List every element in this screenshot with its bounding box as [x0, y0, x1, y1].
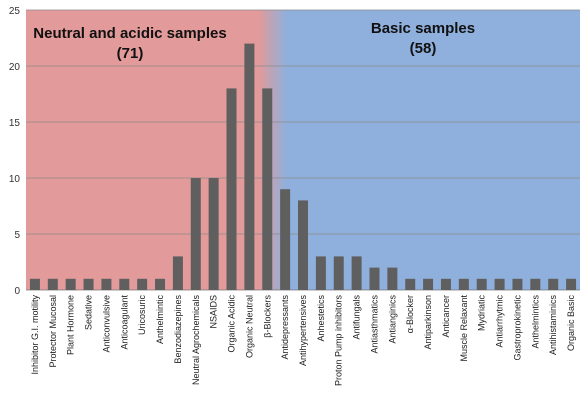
bar: [566, 278, 577, 290]
y-tick-label: 10: [9, 174, 21, 185]
x-tick-label: NSAIDS: [209, 295, 219, 329]
x-tick-label: Anticoagulant: [119, 295, 129, 350]
bar: [226, 88, 237, 291]
bar: [476, 278, 487, 290]
bar: [315, 256, 326, 290]
x-tick-label: Antiarrhytmic: [495, 295, 505, 348]
bar: [101, 278, 112, 290]
x-axis-labels: Inhibitor G.I. motility Protector Mucosal…: [30, 295, 576, 387]
y-tick-label: 15: [9, 118, 21, 129]
x-tick-label: α-Blocker: [405, 295, 415, 333]
x-tick-label: Organic Neutral: [244, 295, 254, 358]
x-tick-label: Neutral Agrochemicals: [191, 295, 201, 386]
x-tick-label: Proton Pump inhibitors: [334, 295, 344, 387]
x-tick-label: Antiasthmatics: [369, 295, 379, 354]
x-tick-label: Anticancer: [441, 295, 451, 338]
y-tick-label: 0: [14, 286, 20, 297]
bar: [423, 278, 434, 290]
y-tick-label: 5: [14, 230, 20, 241]
bar: [47, 278, 58, 290]
bar: [119, 278, 130, 290]
bar: [387, 267, 398, 290]
x-tick-label: Uricosuric: [137, 295, 147, 336]
bar: [494, 278, 505, 290]
bar: [208, 178, 219, 290]
x-tick-label: Antifungals: [352, 295, 362, 340]
x-tick-label: Anthelmintic: [155, 295, 165, 345]
bar: [280, 189, 291, 290]
x-tick-label: Gastroprokinetic: [512, 295, 522, 361]
bar: [298, 200, 308, 290]
region-label-basic: Basic samples: [371, 20, 475, 37]
bar: [29, 278, 40, 290]
bar: [530, 278, 541, 290]
bar: [172, 256, 183, 290]
region-label-neutral: Neutral and acidic samples: [33, 25, 226, 42]
bar: [190, 178, 201, 290]
bar: [548, 278, 559, 290]
bar: [262, 88, 273, 291]
y-tick-label: 20: [9, 62, 21, 73]
bars: [29, 43, 577, 291]
x-tick-label: Protector Mucosal: [48, 295, 58, 368]
x-tick-label: Inhibitor G.I. motility: [30, 295, 40, 375]
bar: [440, 278, 451, 290]
x-tick-label: Antidepressants: [280, 295, 290, 360]
bar: [65, 278, 76, 290]
bar: [405, 278, 416, 290]
y-axis: 0 5 10 15 20 25: [9, 6, 21, 297]
y-tick-label: 25: [9, 6, 21, 17]
x-tick-label: Benzodiazepines: [173, 295, 183, 364]
x-tick-label: Plant Hormone: [66, 295, 76, 355]
x-tick-label: Antihistaminics: [548, 295, 558, 356]
x-tick-label: Muscle Relaxant: [459, 295, 469, 362]
bar: [155, 278, 166, 290]
x-tick-label: Organic Acidic: [227, 295, 237, 353]
x-tick-label: Mydriatic: [477, 295, 487, 332]
bar: [458, 278, 469, 290]
x-tick-label: Antiparkinson: [423, 295, 433, 350]
x-tick-label: Anticonvulsive: [101, 295, 111, 353]
bar: [351, 256, 362, 290]
x-tick-label: Sedative: [84, 295, 94, 330]
x-tick-label: Anhestetics: [316, 295, 326, 342]
bar: [333, 256, 344, 290]
x-tick-label: β-Blockers: [262, 295, 272, 338]
bar: [369, 267, 380, 290]
bar: [512, 278, 523, 290]
region-count-basic: (58): [410, 40, 437, 57]
x-tick-label: Antianginics: [387, 295, 397, 344]
x-tick-label: Organic Basic: [566, 295, 576, 352]
region-count-neutral: (71): [117, 45, 144, 62]
bar: [244, 43, 255, 290]
x-tick-label: Antihypertensives: [298, 295, 308, 367]
bar: [83, 278, 94, 290]
x-tick-label: Anthelmintics: [530, 295, 540, 349]
bar: [137, 278, 148, 290]
